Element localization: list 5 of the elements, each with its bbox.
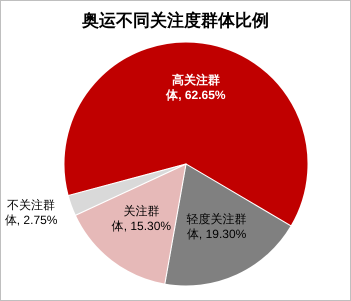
chart-title: 奥运不同关注度群体比例 — [81, 11, 269, 30]
slice-label: 不关注群体, 2.75% — [4, 198, 58, 228]
slice-label: 关注群体, 15.30% — [110, 204, 172, 234]
slice-label: 高关注群体, 62.65% — [164, 73, 227, 104]
slice-label: 轻度关注群体, 19.30% — [186, 212, 248, 242]
